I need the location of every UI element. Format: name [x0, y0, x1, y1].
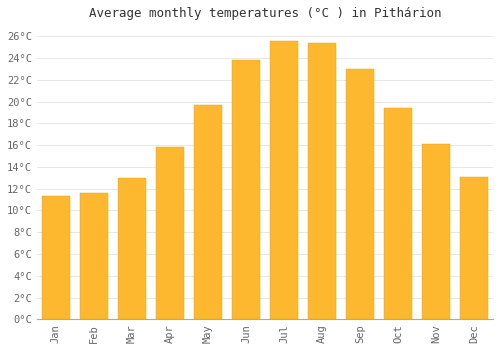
Bar [194, 105, 222, 320]
Bar [42, 196, 70, 320]
Bar [460, 177, 488, 320]
Bar [80, 193, 108, 320]
Bar [118, 178, 146, 320]
Bar [232, 60, 260, 320]
Bar [156, 147, 184, 320]
Bar [270, 41, 298, 320]
Title: Average monthly temperatures (°C ) in Pithárion: Average monthly temperatures (°C ) in Pi… [88, 7, 441, 20]
Bar [384, 108, 412, 320]
Bar [308, 43, 336, 320]
Bar [346, 69, 374, 320]
Bar [422, 144, 450, 320]
